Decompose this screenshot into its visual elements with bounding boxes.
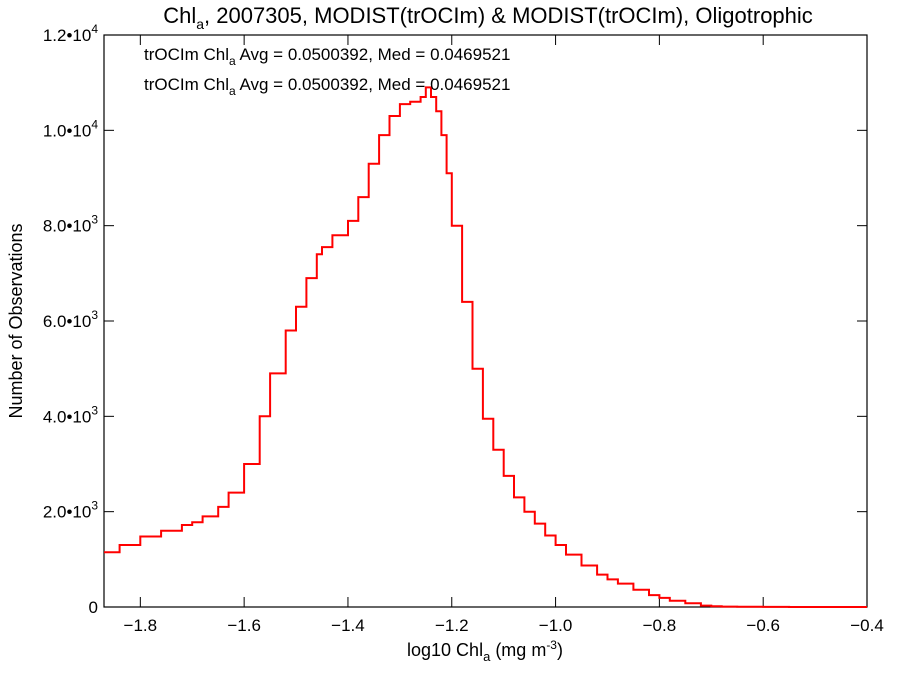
chart-title: Chla, 2007305, MODIST(trOCIm) & MODIST(t… — [163, 3, 813, 32]
annotation-black: trOCIm Chla Avg = 0.0500392, Med = 0.046… — [144, 45, 510, 68]
y-tick-label: 1.2•104 — [43, 22, 99, 45]
y-tick-label: 0 — [89, 598, 98, 617]
x-tick-label: −0.8 — [643, 616, 677, 635]
x-tick-label: −1.2 — [435, 616, 469, 635]
y-axis-ticks: 0 2.0•103 4.0•103 6.0•103 8.0•103 1.0•104 1.2•… — [43, 22, 867, 617]
y-tick-label: 1.0•104 — [43, 117, 99, 140]
x-tick-label: −1.8 — [124, 616, 158, 635]
y-tick-label: 4.0•103 — [43, 403, 99, 426]
histogram-series-line — [104, 86, 867, 608]
plot-frame — [103, 34, 868, 608]
x-tick-label: −1.6 — [227, 616, 261, 635]
x-tick-label: −1.0 — [539, 616, 573, 635]
x-tick-label: −1.4 — [331, 616, 365, 635]
x-axis-label: log10 Chla (mg m-3) — [407, 638, 563, 664]
series-group — [104, 86, 867, 608]
y-tick-label: 6.0•103 — [43, 308, 99, 331]
y-axis-label: Number of Observations — [6, 223, 26, 418]
y-tick-label: 2.0•103 — [43, 499, 99, 522]
x-tick-label: −0.4 — [850, 616, 884, 635]
annotation-red: trOCIm Chla Avg = 0.0500392, Med = 0.046… — [144, 75, 510, 98]
y-tick-label: 8.0•103 — [43, 213, 99, 236]
x-tick-label: −0.6 — [746, 616, 780, 635]
x-axis-ticks: −1.8 −1.6 −1.4 −1.2 −1.0 −0.8 −0.6 −0.4 — [124, 35, 884, 635]
